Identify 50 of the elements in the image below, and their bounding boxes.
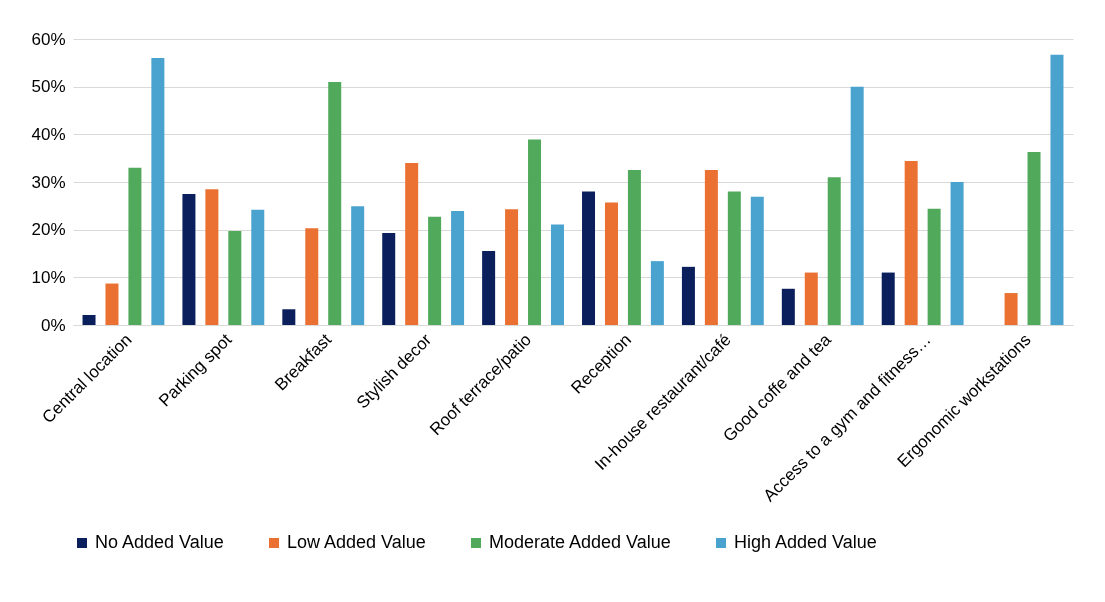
y-tick-label: 10% [31,267,66,287]
bar [128,167,142,325]
bar [904,161,918,325]
bar [151,58,165,325]
bar [881,272,895,325]
bar [750,196,764,325]
legend-label: High Added Value [734,532,877,552]
bar [282,309,296,325]
bar [451,211,465,325]
bar [927,208,941,325]
bar [704,170,718,325]
bar [1027,151,1041,325]
bar [528,139,542,325]
bar [505,209,519,325]
bar [627,170,641,325]
bar [604,202,618,325]
y-tick-label: 0% [40,315,66,335]
bar [305,228,319,325]
bar [405,162,419,325]
y-tick-label: 60% [31,29,66,49]
legend-label: No Added Value [95,532,224,552]
y-tick-label: 30% [31,172,66,192]
legend-label: Low Added Value [287,532,426,552]
bar [1004,293,1018,325]
legend-label: Moderate Added Value [489,532,671,552]
bar [251,209,265,325]
bar [727,191,741,325]
bar [804,272,818,325]
bar [950,182,964,325]
bar [827,177,841,325]
bar [105,283,119,325]
bar [650,261,664,325]
y-tick-label: 50% [31,77,66,97]
bar [328,81,342,325]
bar [482,251,496,325]
bar [205,189,219,325]
bar [781,288,795,325]
bar [582,191,596,325]
bar [182,193,196,325]
bar [228,231,242,325]
y-tick-label: 20% [31,220,66,240]
bar [550,224,564,325]
y-tick-label: 40% [31,124,66,144]
bar [850,86,864,325]
bar [82,314,96,325]
bar [681,266,695,325]
bar [351,206,365,325]
bar [428,216,442,325]
bar [382,233,396,325]
bar [1050,54,1064,325]
